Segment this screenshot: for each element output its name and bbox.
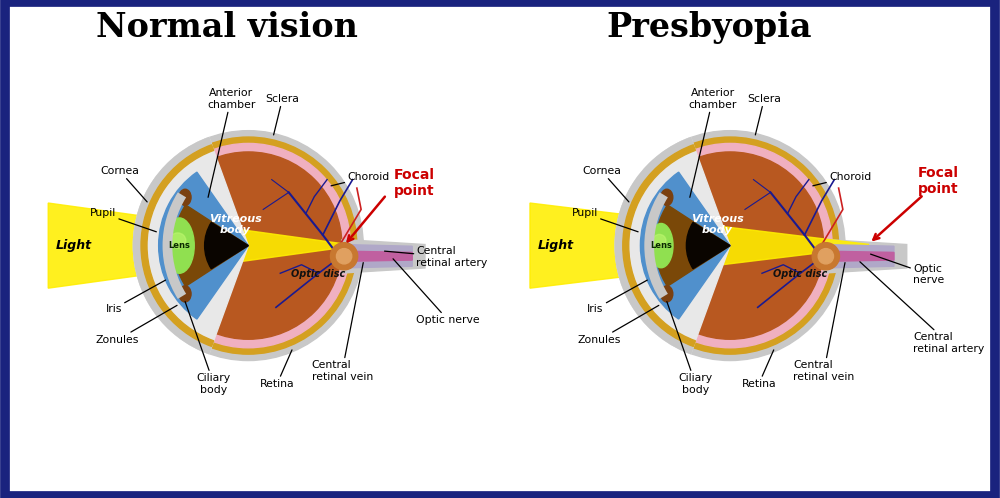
Circle shape xyxy=(812,243,839,270)
Wedge shape xyxy=(655,246,730,286)
Text: Focal
point: Focal point xyxy=(918,166,959,196)
Circle shape xyxy=(140,137,357,354)
Wedge shape xyxy=(174,205,248,246)
Ellipse shape xyxy=(179,286,191,302)
Text: Sclera: Sclera xyxy=(747,94,781,135)
Ellipse shape xyxy=(169,233,186,248)
Circle shape xyxy=(133,130,363,361)
Text: Optic disc: Optic disc xyxy=(773,269,827,279)
Text: Choroid: Choroid xyxy=(813,172,871,186)
Text: Optic disc: Optic disc xyxy=(291,269,346,279)
Ellipse shape xyxy=(164,218,194,273)
Text: Focal
point: Focal point xyxy=(394,168,435,198)
Polygon shape xyxy=(530,203,868,288)
Circle shape xyxy=(330,243,358,270)
Text: Anterior
chamber: Anterior chamber xyxy=(207,88,255,197)
Text: Central
retinal vein: Central retinal vein xyxy=(312,262,373,382)
Wedge shape xyxy=(205,223,248,269)
Text: Iris: Iris xyxy=(105,280,166,314)
Text: Light: Light xyxy=(56,239,92,252)
Text: Cornea: Cornea xyxy=(100,166,147,202)
Circle shape xyxy=(628,143,832,348)
Polygon shape xyxy=(824,251,894,261)
Title: Normal vision: Normal vision xyxy=(96,11,358,44)
Text: Zonules: Zonules xyxy=(96,305,177,345)
Ellipse shape xyxy=(661,189,673,205)
Text: Retina: Retina xyxy=(260,350,294,389)
Wedge shape xyxy=(133,137,212,354)
Wedge shape xyxy=(623,145,695,347)
Wedge shape xyxy=(159,172,248,319)
Circle shape xyxy=(636,152,824,339)
Wedge shape xyxy=(141,145,214,347)
Text: Zonules: Zonules xyxy=(577,305,659,345)
Ellipse shape xyxy=(653,235,666,247)
Text: Ciliary
body: Ciliary body xyxy=(185,301,231,395)
Text: Ciliary
body: Ciliary body xyxy=(667,301,713,395)
Wedge shape xyxy=(133,137,248,354)
Text: Cornea: Cornea xyxy=(582,166,629,202)
Text: Choroid: Choroid xyxy=(331,172,390,186)
Polygon shape xyxy=(342,240,425,273)
Title: Presbyopia: Presbyopia xyxy=(606,11,812,44)
Polygon shape xyxy=(824,245,894,268)
Text: Anterior
chamber: Anterior chamber xyxy=(689,88,737,197)
Wedge shape xyxy=(655,205,730,246)
Text: Central
retinal vein: Central retinal vein xyxy=(793,262,855,382)
Text: Light: Light xyxy=(537,239,574,252)
Text: Iris: Iris xyxy=(587,280,647,314)
Text: Optic nerve: Optic nerve xyxy=(393,259,480,325)
Circle shape xyxy=(615,130,845,361)
Wedge shape xyxy=(640,172,730,319)
Circle shape xyxy=(622,137,839,354)
Ellipse shape xyxy=(649,224,673,268)
Circle shape xyxy=(818,249,834,264)
Ellipse shape xyxy=(179,189,191,205)
Text: Optic
nerve: Optic nerve xyxy=(871,254,944,285)
Text: Lens: Lens xyxy=(168,241,190,250)
Text: Sclera: Sclera xyxy=(266,94,299,135)
Text: Pupil: Pupil xyxy=(90,209,156,232)
Text: Lens: Lens xyxy=(650,241,672,250)
Wedge shape xyxy=(686,223,730,269)
Ellipse shape xyxy=(661,286,673,302)
Text: Vitreous
body: Vitreous body xyxy=(209,214,262,235)
Polygon shape xyxy=(342,245,412,268)
Wedge shape xyxy=(174,246,248,286)
Polygon shape xyxy=(824,240,907,273)
Text: Vitreous
body: Vitreous body xyxy=(691,214,744,235)
Text: Retina: Retina xyxy=(741,350,776,389)
Wedge shape xyxy=(615,137,730,354)
Text: Pupil: Pupil xyxy=(572,209,638,232)
Wedge shape xyxy=(615,137,693,354)
Circle shape xyxy=(336,249,352,264)
Text: Central
retinal artery: Central retinal artery xyxy=(385,247,488,268)
Circle shape xyxy=(146,143,350,348)
Polygon shape xyxy=(342,251,412,261)
Text: Central
retinal artery: Central retinal artery xyxy=(860,262,984,354)
Polygon shape xyxy=(48,203,344,288)
Circle shape xyxy=(155,152,342,339)
